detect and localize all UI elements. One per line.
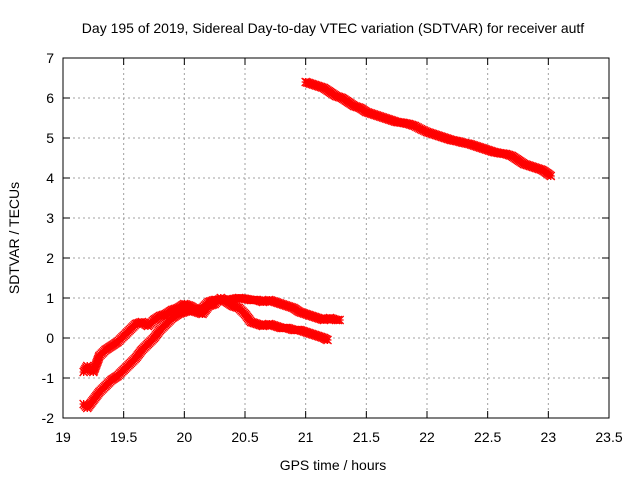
y-tick-label: -2 <box>42 410 55 426</box>
x-tick-label: 19.5 <box>110 429 137 445</box>
x-tick-label: 20 <box>177 429 193 445</box>
data-point <box>335 315 345 325</box>
y-tick-label: 3 <box>46 210 54 226</box>
data-point <box>546 171 556 181</box>
y-tick-label: 5 <box>46 130 54 146</box>
axis-ticks <box>62 57 610 419</box>
y-tick-label: 2 <box>46 250 54 266</box>
x-tick-label: 20.5 <box>231 429 258 445</box>
y-tick-label: -1 <box>42 370 55 386</box>
x-axis-label: GPS time / hours <box>280 457 387 473</box>
data-points <box>79 77 556 413</box>
y-tick-label: 6 <box>46 90 54 106</box>
x-tick-label: 23 <box>541 429 557 445</box>
x-tick-label: 22 <box>419 429 435 445</box>
x-tick-label: 21.5 <box>353 429 380 445</box>
series-track-2 <box>79 293 332 413</box>
y-tick-label: 1 <box>46 290 54 306</box>
plot-area-frame <box>62 57 610 419</box>
x-tick-label: 22.5 <box>474 429 501 445</box>
grid-lines <box>63 58 609 418</box>
chart-title: Day 195 of 2019, Sidereal Day-to-day VTE… <box>82 20 585 36</box>
y-tick-label: 0 <box>46 330 54 346</box>
series-track-3 <box>301 77 556 181</box>
x-tick-label: 23.5 <box>595 429 622 445</box>
x-tick-label: 19 <box>55 429 71 445</box>
tick-labels: 19 19.5 20 20.5 21 21.5 22 22.5 23 23.5-2-1012345… <box>42 50 623 445</box>
y-axis-label: SDTVAR / TECUs <box>6 182 22 294</box>
data-point <box>323 335 332 345</box>
y-tick-label: 7 <box>46 50 54 66</box>
y-tick-label: 4 <box>46 170 54 186</box>
x-tick-label: 21 <box>298 429 314 445</box>
